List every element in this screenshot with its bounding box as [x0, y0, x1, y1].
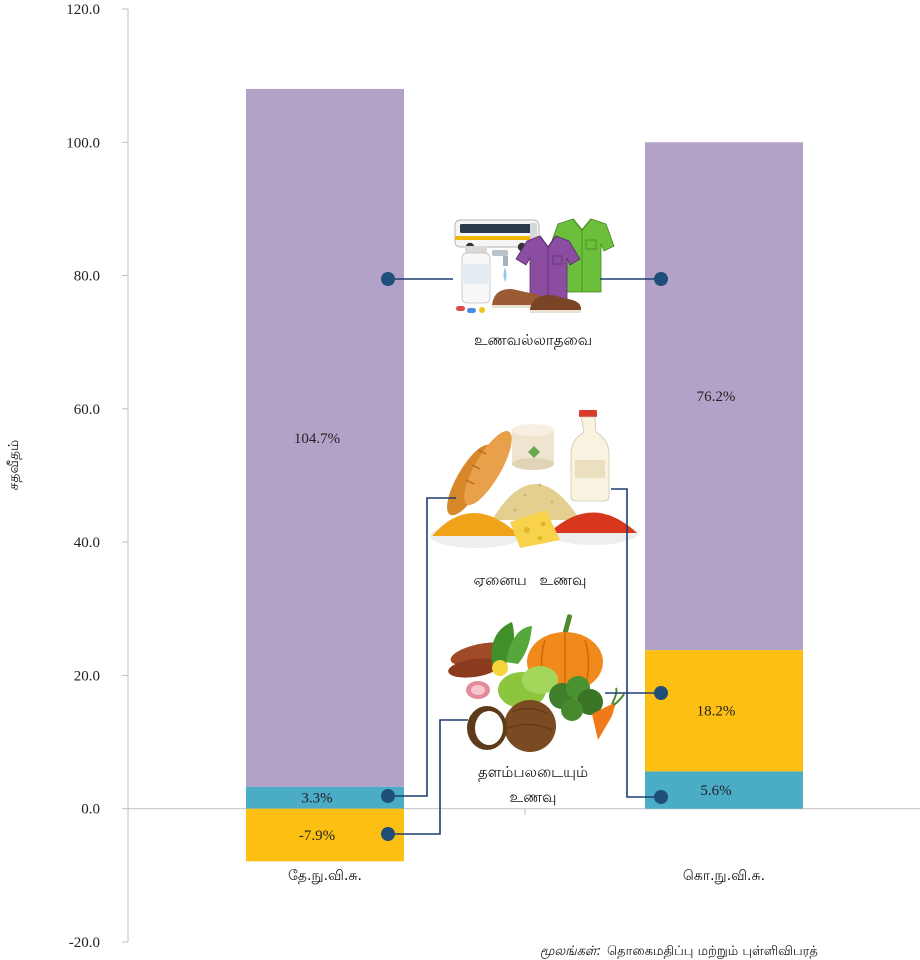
- y-axis-title: சதவீதம்: [6, 440, 22, 491]
- plot-area: -20.0 0.0 20.0 40.0 60.0 80.0 100.0 120.0 3.3% -7…: [66, 2, 920, 951]
- y-tick-label: 20.0: [74, 668, 100, 684]
- bus-icon: [454, 219, 540, 252]
- other-food-items-icon: [430, 410, 638, 548]
- callout-volatile-food: தளம்பலடையும் உணவு: [477, 763, 589, 806]
- bar-segment-1-0: [645, 771, 803, 809]
- shoes-icon: [492, 288, 581, 313]
- y-tick-label: 40.0: [74, 535, 100, 551]
- medicine-bottle-icon: [461, 246, 491, 304]
- bar-segment-0-0: [246, 786, 404, 809]
- cheese-icon: [510, 510, 560, 548]
- connector-other-food-right: [611, 488, 661, 798]
- connector-dot-other-food-left: [381, 789, 395, 803]
- data-label-1-1: 18.2%: [697, 704, 736, 720]
- y-tick-label: -20.0: [69, 935, 100, 951]
- radish-icon: [466, 681, 490, 699]
- bread-icon: [447, 431, 512, 516]
- connector-dot-non-food-right: [654, 272, 668, 286]
- x-category-label: கொ.நு.வி.சு.: [683, 868, 765, 884]
- data-label-0-1: -7.9%: [299, 828, 335, 844]
- leafy-greens-icon: [491, 622, 532, 664]
- bar-segment-1-2: [645, 142, 803, 651]
- lemon-icon: [492, 660, 508, 676]
- callout-other-food: ஏனைய உணவு: [473, 571, 587, 589]
- y-tick-label: 100.0: [66, 135, 100, 151]
- turmeric-powder-icon: [430, 513, 522, 548]
- source-text: தொகைமதிப்பு மற்றும் புள்ளிவிபரத்: [607, 944, 818, 959]
- pills-icon: [456, 306, 485, 313]
- lettuce-icon: [498, 666, 558, 708]
- y-tick-label: 0.0: [81, 802, 100, 818]
- rice-cake-icon: [512, 424, 554, 470]
- connector-dot-volatile-food-left: [381, 827, 395, 841]
- connector-dot-non-food-left: [381, 272, 395, 286]
- bar-segment-1-1: [645, 650, 803, 772]
- chili-powder-icon: [548, 512, 638, 545]
- source-note: மூலங்கள்: தொகைமதிப்பு மற்றும் புள்ளிவிபரத…: [540, 944, 920, 960]
- data-label-1-2: 76.2%: [697, 389, 736, 405]
- volatile-food-items-icon: [448, 614, 625, 752]
- callout-connectors: [381, 272, 668, 841]
- purple-shirt-icon: [515, 235, 581, 301]
- connector-other-food-left: [388, 497, 456, 797]
- data-label-0-0: 3.3%: [301, 791, 332, 807]
- x-category-label: தே.நு.வி.சு.: [288, 868, 362, 884]
- callout-non-food: உணவல்லாதவை: [473, 331, 593, 349]
- carrot-icon: [592, 687, 625, 740]
- coconut-icon: [467, 700, 556, 752]
- y-tick-label: 80.0: [74, 269, 100, 285]
- source-label: மூலங்கள்:: [540, 944, 602, 959]
- connector-dot-volatile-food-right: [654, 686, 668, 700]
- data-label-1-0: 5.6%: [700, 783, 731, 799]
- connector-dot-other-food-right: [654, 790, 668, 804]
- connector-volatile-food-left: [388, 719, 468, 835]
- bar-segment-0-2: [246, 88, 404, 787]
- water-tap-icon: [492, 250, 508, 282]
- bar-segment-0-1: [246, 808, 404, 862]
- y-tick-label: 120.0: [66, 2, 100, 18]
- non-food-items-icon: [454, 218, 615, 313]
- broccoli-icon: [549, 676, 603, 721]
- y-tick-label: 60.0: [74, 402, 100, 418]
- rice-pile-icon: [492, 483, 580, 520]
- data-label-0-2: 104.7%: [294, 431, 340, 447]
- milk-bottle-icon: [570, 410, 610, 502]
